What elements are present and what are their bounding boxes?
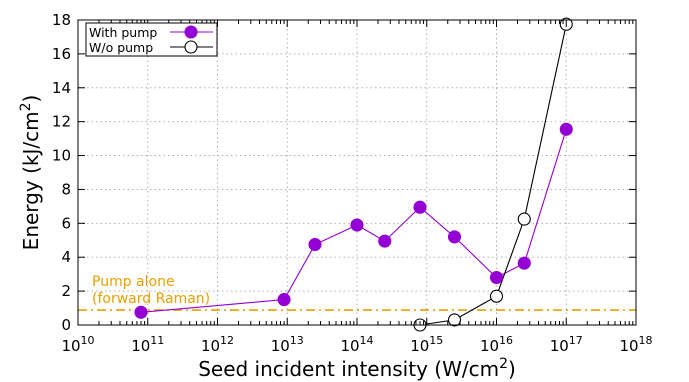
data-point-series-1 <box>517 212 531 226</box>
annotations: Pump alone (forward Raman) <box>78 274 636 311</box>
data-point-series-0 <box>489 271 504 285</box>
y-tick-label: 18 <box>52 11 71 29</box>
x-tick-label: 1018 <box>619 334 652 355</box>
y-tick-label: 8 <box>61 180 71 198</box>
y-axis-label: Energy (kJ/cm2) <box>18 95 43 251</box>
legend-marker-with-pump <box>184 25 198 39</box>
legend-label-with-pump: With pump <box>89 25 157 40</box>
data-point-series-1 <box>489 289 504 303</box>
legend-marker-without-pump <box>184 40 198 54</box>
legend-label-without-pump: W/o pump <box>89 40 153 55</box>
x-axis-label: Seed incident intensity (W/cm2) <box>198 356 516 381</box>
y-tick-label: 12 <box>52 113 71 131</box>
data-point-series-1 <box>447 313 462 327</box>
x-tick-label: 1014 <box>340 334 373 355</box>
data-point-series-0 <box>559 122 573 136</box>
x-tick-label: 1010 <box>61 334 94 355</box>
x-tick-labels: 1010 1011 1012 1013 1014 1015 1016 1017 1018 <box>61 334 652 355</box>
y-tick-label: 2 <box>61 282 71 300</box>
x-tick-label: 1015 <box>410 334 443 355</box>
data-point-series-0 <box>350 218 364 232</box>
x-tick-label: 1016 <box>480 334 513 355</box>
data-point-series-0 <box>308 237 322 252</box>
y-tick-label: 6 <box>61 214 71 232</box>
data-point-series-0 <box>277 293 291 307</box>
x-tick-label: 1013 <box>271 334 304 355</box>
data-point-series-0 <box>413 200 427 214</box>
x-tick-label: 1012 <box>201 334 234 355</box>
y-tick-label: 14 <box>52 79 71 97</box>
y-tick-label: 10 <box>52 147 71 165</box>
x-tick-label: 1017 <box>550 334 583 355</box>
data-point-series-0 <box>517 256 531 270</box>
y-tick-label: 4 <box>61 248 71 266</box>
legend: With pump W/o pump <box>85 22 218 57</box>
data-point-series-0 <box>134 305 148 319</box>
data-point-series-0 <box>378 234 392 248</box>
x-tick-label: 1011 <box>131 334 164 355</box>
pump-alone-label-line2: (forward Raman) <box>92 291 210 307</box>
series-line-0 <box>140 129 567 313</box>
y-tick-label: 16 <box>52 45 71 63</box>
ticks <box>77 19 637 326</box>
data-point-series-0 <box>447 230 462 244</box>
y-tick-label: 0 <box>61 316 71 334</box>
grid <box>78 20 636 325</box>
pump-alone-label-line1: Pump alone <box>92 274 175 290</box>
series-points <box>134 17 573 332</box>
y-tick-labels: 0 2 4 6 8 10 12 14 16 18 <box>52 11 71 334</box>
